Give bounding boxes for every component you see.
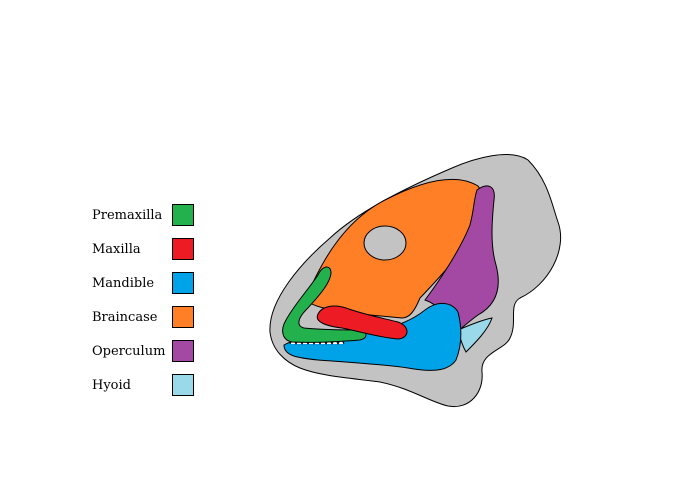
legend-swatch-maxilla [172,238,194,260]
legend-item-maxilla: Maxilla [92,238,202,262]
hyoid [457,317,493,353]
operculum [424,185,499,335]
legend-label: Hyoid [92,378,131,393]
legend-item-mandible: Mandible [92,272,202,296]
legend-item-hyoid: Hyoid [92,374,202,398]
eye-socket [363,225,407,261]
legend-swatch-premaxilla [172,204,194,226]
legend-item-premaxilla: Premaxilla [92,204,202,228]
legend-label: Mandible [92,276,155,291]
legend-label: Maxilla [92,242,141,257]
legend-swatch-braincase [172,306,194,328]
legend-label: Operculum [92,344,166,359]
legend-item-operculum: Operculum [92,340,202,364]
legend-swatch-mandible [172,272,194,294]
legend-item-braincase: Braincase [92,306,202,330]
maxilla [316,305,408,340]
legend-swatch-operculum [172,340,194,362]
legend: Premaxilla Maxilla Mandible Braincase Op… [92,204,202,408]
legend-swatch-hyoid [172,374,194,396]
legend-label: Premaxilla [92,208,163,223]
legend-label: Braincase [92,310,158,325]
